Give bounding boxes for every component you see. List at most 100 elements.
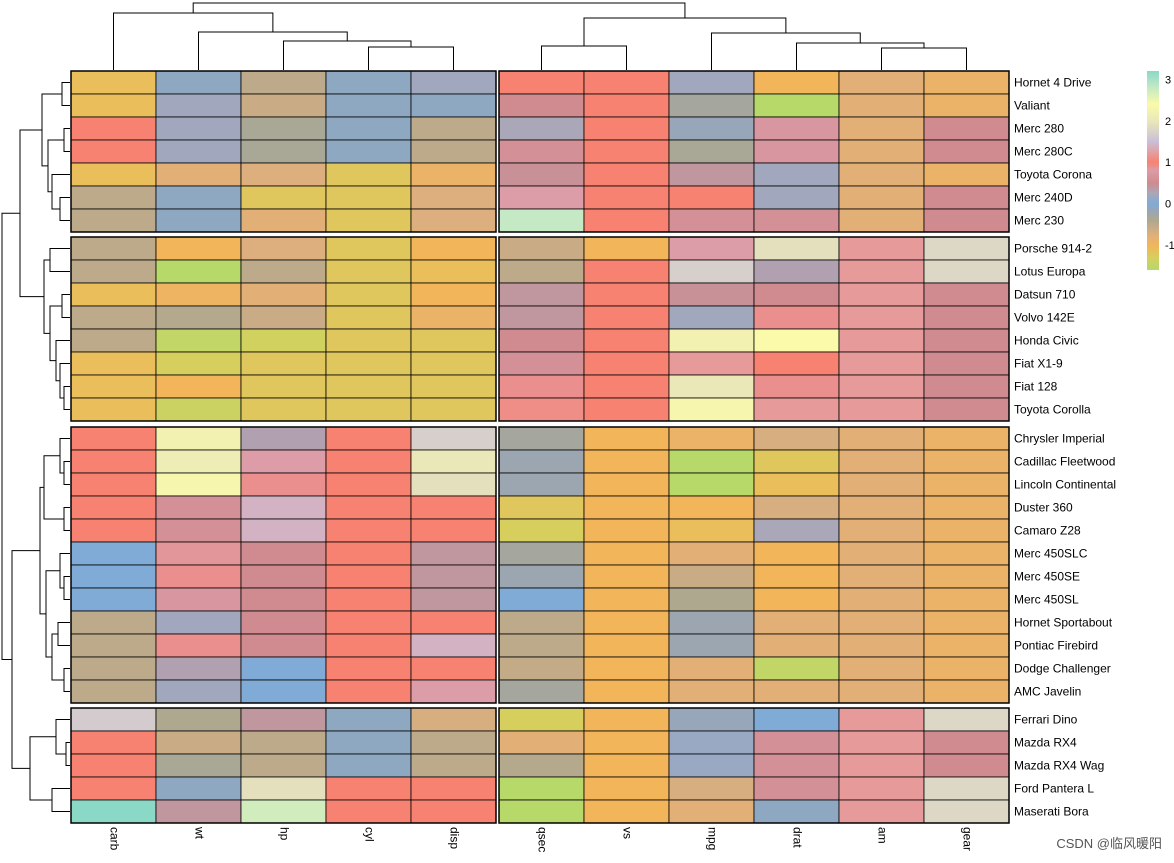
heatmap-cell [753, 495, 840, 520]
heatmap-cell [668, 799, 755, 824]
heatmap-cell [240, 753, 327, 778]
column-label: cyl [362, 827, 376, 842]
heatmap-cell [838, 679, 925, 704]
column-dendrogram-link [583, 17, 787, 46]
row-label: Mazda RX4 Wag [1014, 759, 1104, 773]
heatmap-cell [498, 449, 585, 474]
heatmap-cell [70, 282, 157, 307]
heatmap-cell [923, 610, 1010, 635]
row-label: Porsche 914-2 [1014, 242, 1092, 256]
heatmap-cell [155, 587, 242, 612]
heatmap-cell [155, 472, 242, 497]
heatmap-block-border [498, 426, 1010, 704]
heatmap-cell [923, 236, 1010, 261]
heatmap-cell [923, 259, 1010, 284]
heatmap-cell [668, 679, 755, 704]
heatmap-cell [668, 305, 755, 330]
heatmap-cell [498, 495, 585, 520]
legend-tick-label: 0 [1165, 199, 1171, 211]
heatmap-cell [668, 587, 755, 612]
heatmap-cell [668, 70, 755, 95]
heatmap-cell [838, 116, 925, 141]
heatmap-cell [240, 70, 327, 95]
heatmap-cell [498, 139, 585, 164]
heatmap-cell [410, 564, 497, 589]
column-dendrogram-link [796, 42, 925, 70]
heatmap-cell [70, 93, 157, 118]
heatmap-cell [583, 328, 670, 353]
heatmap-cell [668, 656, 755, 681]
column-dendrogram-link [711, 32, 861, 70]
heatmap-cell [155, 139, 242, 164]
heatmap-cell [240, 564, 327, 589]
heatmap-cell [240, 351, 327, 376]
heatmap-cell [923, 753, 1010, 778]
heatmap-cell [583, 208, 670, 233]
heatmap-cell [583, 351, 670, 376]
heatmap-cell [325, 799, 412, 824]
heatmap-cell [240, 185, 327, 210]
heatmap-cell [70, 351, 157, 376]
heatmap-cell [240, 541, 327, 566]
row-label: Fiat 128 [1014, 380, 1058, 394]
heatmap-cell [240, 656, 327, 681]
heatmap-cell [498, 799, 585, 824]
heatmap-cell [838, 351, 925, 376]
heatmap-cell [155, 282, 242, 307]
heatmap-cell [838, 282, 925, 307]
heatmap-cell [410, 656, 497, 681]
row-dendrogram-link [49, 248, 70, 272]
row-label: Chrysler Imperial [1014, 432, 1105, 446]
heatmap-cell [325, 707, 412, 732]
heatmap-cell [70, 236, 157, 261]
heatmap-block-border [498, 707, 1010, 824]
heatmap-cell [498, 162, 585, 187]
heatmap-cell [838, 610, 925, 635]
heatmap-cell [70, 472, 157, 497]
column-dendrogram [113, 2, 967, 70]
heatmap-cell [668, 351, 755, 376]
heatmap-cell [753, 236, 840, 261]
heatmap-cell [410, 587, 497, 612]
heatmap-cell [583, 679, 670, 704]
heatmap-cell [240, 449, 327, 474]
heatmap-cell [753, 679, 840, 704]
heatmap-cell [155, 679, 242, 704]
heatmap-cell [155, 776, 242, 801]
heatmap-cell [923, 776, 1010, 801]
heatmap-cell [498, 282, 585, 307]
heatmap-cell [70, 426, 157, 451]
heatmap-cell [753, 541, 840, 566]
heatmap-cell [410, 116, 497, 141]
heatmap-cell [498, 328, 585, 353]
row-label: Pontiac Firebird [1014, 639, 1098, 653]
column-label: disp [447, 827, 461, 849]
column-dendrogram-link [283, 40, 412, 70]
heatmap-cell [410, 799, 497, 824]
heatmap-cell [923, 162, 1010, 187]
heatmap-cell [155, 656, 242, 681]
heatmap-cell [240, 799, 327, 824]
heatmap-cell [410, 259, 497, 284]
heatmap-cell [753, 753, 840, 778]
heatmap-cell [70, 328, 157, 353]
heatmap-cell [498, 472, 585, 497]
heatmap-cell [583, 730, 670, 755]
heatmap-cell [923, 116, 1010, 141]
heatmap-cell [240, 633, 327, 658]
heatmap-cell [753, 656, 840, 681]
heatmap-cell [838, 518, 925, 543]
heatmap-cell [155, 351, 242, 376]
heatmap-cell [240, 426, 327, 451]
heatmap-cell [583, 753, 670, 778]
heatmap-cell [70, 799, 157, 824]
heatmap-cell [583, 707, 670, 732]
heatmap-cell [838, 70, 925, 95]
heatmap-cell [583, 259, 670, 284]
heatmap-cell [155, 753, 242, 778]
watermark: CSDN @临风暖阳 [1056, 836, 1162, 851]
heatmap-cell [923, 541, 1010, 566]
row-label: Cadillac Fleetwood [1014, 455, 1115, 469]
heatmap-cell [410, 707, 497, 732]
heatmap-cell [325, 541, 412, 566]
